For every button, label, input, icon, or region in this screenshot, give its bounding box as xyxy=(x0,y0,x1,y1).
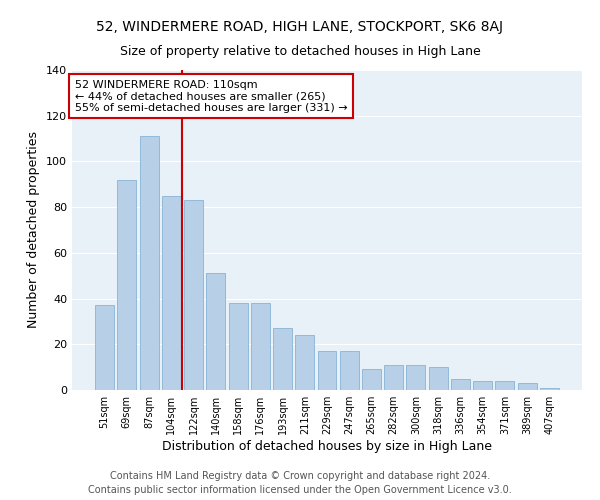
Bar xyxy=(140,136,158,390)
Text: 52 WINDERMERE ROAD: 110sqm
← 44% of detached houses are smaller (265)
55% of sem: 52 WINDERMERE ROAD: 110sqm ← 44% of deta… xyxy=(74,80,347,113)
Bar xyxy=(251,303,270,390)
Bar xyxy=(473,381,492,390)
Bar xyxy=(184,200,203,390)
Bar xyxy=(273,328,292,390)
Bar xyxy=(162,196,181,390)
Bar xyxy=(295,335,314,390)
Text: Contains HM Land Registry data © Crown copyright and database right 2024.
Contai: Contains HM Land Registry data © Crown c… xyxy=(88,471,512,495)
Text: Size of property relative to detached houses in High Lane: Size of property relative to detached ho… xyxy=(119,45,481,58)
Bar xyxy=(540,388,559,390)
Text: 52, WINDERMERE ROAD, HIGH LANE, STOCKPORT, SK6 8AJ: 52, WINDERMERE ROAD, HIGH LANE, STOCKPOR… xyxy=(97,20,503,34)
Bar xyxy=(317,351,337,390)
Bar xyxy=(340,351,359,390)
Bar xyxy=(518,383,536,390)
Bar xyxy=(384,365,403,390)
Bar xyxy=(118,180,136,390)
Bar xyxy=(451,378,470,390)
Bar xyxy=(229,303,248,390)
X-axis label: Distribution of detached houses by size in High Lane: Distribution of detached houses by size … xyxy=(162,440,492,453)
Bar xyxy=(496,381,514,390)
Bar xyxy=(95,306,114,390)
Bar xyxy=(429,367,448,390)
Bar xyxy=(406,365,425,390)
Bar xyxy=(362,370,381,390)
Y-axis label: Number of detached properties: Number of detached properties xyxy=(28,132,40,328)
Bar xyxy=(206,274,225,390)
